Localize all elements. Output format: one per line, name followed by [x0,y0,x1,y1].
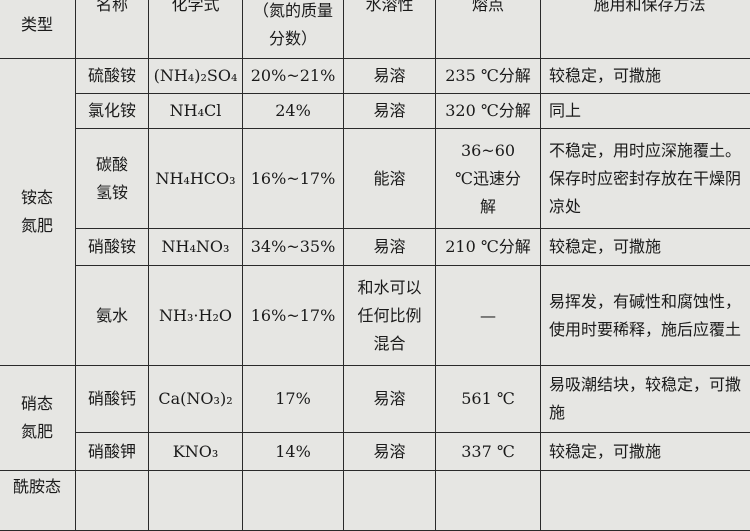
formula-cell: NH₄HCO₃ [149,129,243,229]
header-name: 名称 [76,0,149,59]
name-cell: 硝酸钾 [76,433,149,471]
solubility-cell: 易溶 [344,94,436,129]
usage-cell: 较稳定，可撒施 [541,433,750,471]
type-cell: 酰胺态 [0,471,76,531]
melting-cell: 210 ℃分解 [436,229,541,266]
usage-cell: 同上 [541,94,750,129]
solubility-cell: 易溶 [344,366,436,433]
name-cell: 氨水 [76,266,149,366]
name-cell: 氯化铵 [76,94,149,129]
type-cell: 硝态氮肥 [0,366,76,471]
melting-cell: 320 ℃分解 [436,94,541,129]
formula-cell: (NH₄)₂SO₄ [149,59,243,94]
usage-cell: 易吸潮结块，较稳定，可撒施 [541,366,750,433]
nitrogen-cell: 17% [243,366,344,433]
formula-cell: NH₃·H₂O [149,266,243,366]
name-cell: 硝酸钙 [76,366,149,433]
solubility-cell: 易溶 [344,59,436,94]
formula-cell: NH₄Cl [149,94,243,129]
table-row: 酰胺态 [0,471,750,531]
nitrogen-cell: 24% [243,94,344,129]
header-row: 类型 名称 化学式 （氮的质量分数） 水溶性 熔点 施用和保存方法 [0,0,750,59]
table-row: 硝酸钾 KNO₃ 14% 易溶 337 ℃ 较稳定，可撒施 [0,433,750,471]
header-melting: 熔点 [436,0,541,59]
table-row: 硝酸铵 NH₄NO₃ 34%~35% 易溶 210 ℃分解 较稳定，可撒施 [0,229,750,266]
melting-cell: — [436,266,541,366]
name-cell: 硫酸铵 [76,59,149,94]
usage-cell: 较稳定，可撒施 [541,59,750,94]
solubility-cell: 能溶 [344,129,436,229]
melting-cell: 337 ℃ [436,433,541,471]
melting-cell: 561 ℃ [436,366,541,433]
nitrogen-cell: 14% [243,433,344,471]
solubility-cell: 易溶 [344,229,436,266]
solubility-cell: 和水可以任何比例混合 [344,266,436,366]
header-nitrogen: （氮的质量分数） [243,0,344,59]
nitrogen-cell: 16%~17% [243,266,344,366]
table-row: 氯化铵 NH₄Cl 24% 易溶 320 ℃分解 同上 [0,94,750,129]
nitrogen-cell: 16%~17% [243,129,344,229]
melting-cell: 36~60 ℃迅速分解 [436,129,541,229]
melting-cell: 235 ℃分解 [436,59,541,94]
nitrogen-cell: 20%~21% [243,59,344,94]
nitrogen-cell: 34%~35% [243,229,344,266]
usage-cell: 较稳定，可撒施 [541,229,750,266]
header-formula: 化学式 [149,0,243,59]
solubility-cell: 易溶 [344,433,436,471]
table-row: 铵态氮肥 硫酸铵 (NH₄)₂SO₄ 20%~21% 易溶 235 ℃分解 较稳… [0,59,750,94]
formula-cell: KNO₃ [149,433,243,471]
header-type: 类型 [0,0,76,59]
usage-cell: 不稳定，用时应深施覆土。保存时应密封存放在干燥阴凉处 [541,129,750,229]
table-row: 氨水 NH₃·H₂O 16%~17% 和水可以任何比例混合 — 易挥发，有碱性和… [0,266,750,366]
header-solubility: 水溶性 [344,0,436,59]
formula-cell: NH₄NO₃ [149,229,243,266]
table-row: 碳酸氢铵 NH₄HCO₃ 16%~17% 能溶 36~60 ℃迅速分解 不稳定，… [0,129,750,229]
formula-cell: Ca(NO₃)₂ [149,366,243,433]
name-cell: 碳酸氢铵 [76,129,149,229]
usage-cell: 易挥发，有碱性和腐蚀性，使用时要稀释，施后应覆土 [541,266,750,366]
header-usage: 施用和保存方法 [541,0,750,59]
table-row: 硝态氮肥 硝酸钙 Ca(NO₃)₂ 17% 易溶 561 ℃ 易吸潮结块，较稳定… [0,366,750,433]
name-cell: 硝酸铵 [76,229,149,266]
type-cell: 铵态氮肥 [0,59,76,366]
